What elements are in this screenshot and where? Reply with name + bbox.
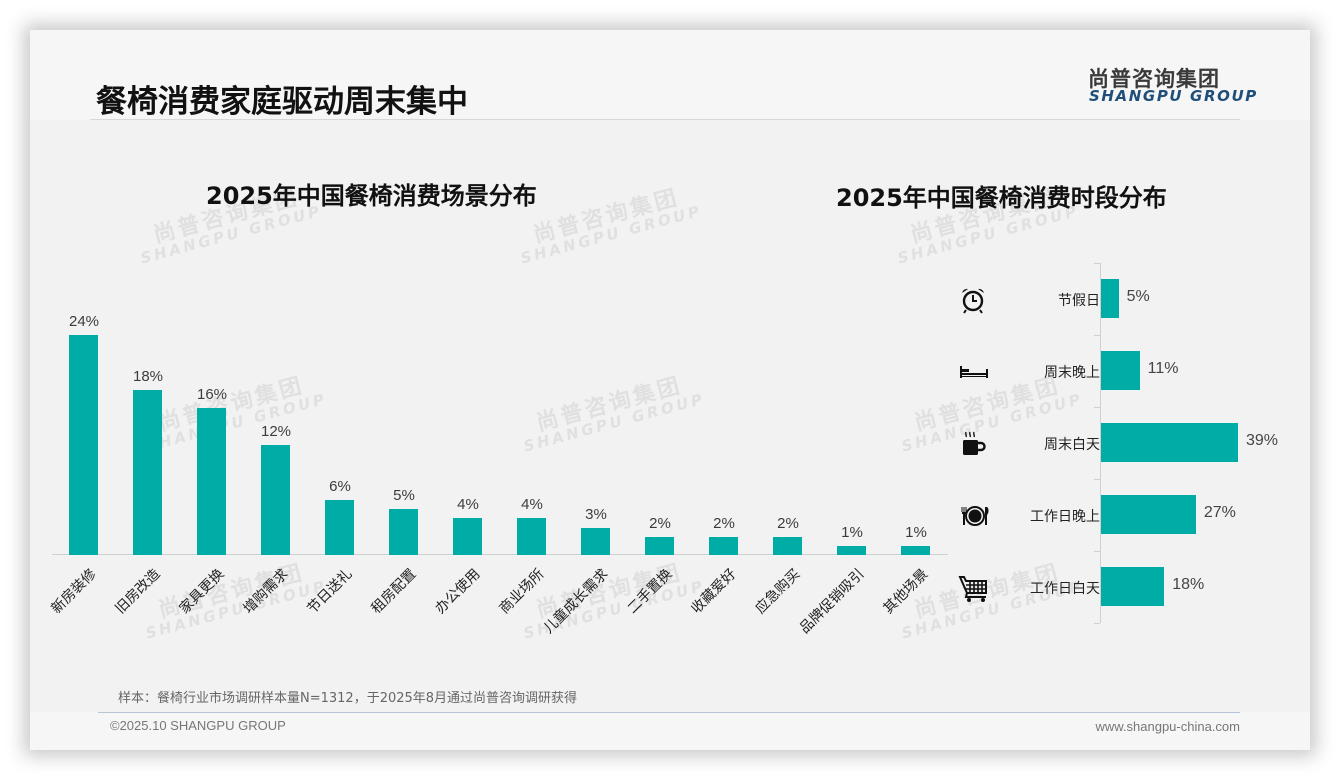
column-bar [453,518,482,555]
column-bar [645,536,674,555]
period-value-label: 18% [1172,576,1205,593]
bar-row: 节假日 5% [950,263,1310,335]
column-bar [773,536,802,555]
scene-column-chart: 24% 新房装修 18% 旧房改造 16% 家具更换 12% 增购需求 6% 节日送礼 5% 租房配置… [49,310,948,637]
column-group: 2% 应急购买 [753,310,820,617]
title-divider [90,119,1240,120]
period-bar [1101,495,1196,534]
column-value-label: 6% [329,478,351,495]
axis-tick [1094,263,1100,264]
bar-row: 工作日白天 18% [950,551,1310,623]
x-axis-line [52,554,948,555]
column-value-label: 16% [196,386,228,404]
alarm-clock-icon [958,285,988,315]
column-bar [837,545,866,555]
logo-chinese: 尚普咨询集团 [1088,67,1220,91]
scene-chart-title: 2025年中国餐椅消费场景分布 [206,182,537,210]
copyright: ©2025.10 SHANGPU GROUP [110,718,286,733]
period-value-label: 39% [1246,432,1279,449]
column-value-label: 2% [649,514,671,532]
axis-tick [1094,551,1100,552]
axis-tick [1094,479,1100,480]
column-group: 5% 租房配置 [369,310,436,617]
bar-row: 周末晚上 11% [950,335,1310,407]
logo-english: SHANGPU GROUP [1089,87,1258,105]
column-value-label: 2% [777,514,799,532]
period-label: 工作日晚上 [1030,509,1100,525]
sample-note: 样本：餐椅行业市场调研样本量N=1312，于2025年8月通过尚普咨询调研获得 [118,691,578,706]
period-bar [1101,567,1165,606]
column-value-label: 4% [521,496,543,514]
column-group: 4% 办公使用 [433,310,500,617]
column-group: 1% 其他场景 [881,310,948,617]
period-label: 周末白天 [1044,437,1100,453]
bar-row: 周末白天 39% [950,407,1310,479]
column-bar [581,527,610,555]
column-bar [389,509,418,555]
period-value-label: 5% [1126,288,1150,305]
column-bar [325,500,354,555]
y-axis-line [1100,263,1101,623]
period-label: 周末晚上 [1044,365,1100,381]
plate-cutlery-icon [958,501,989,531]
column-group: 24% 新房装修 [49,310,116,617]
column-group: 3% 儿童成长需求 [541,310,628,637]
column-group: 12% 增购需求 [241,310,308,617]
column-group: 18% 旧房改造 [113,310,180,617]
footer-divider [98,712,1240,713]
axis-tick [1094,623,1100,624]
column-value-label: 1% [841,523,863,541]
website: www.shangpu-china.com [1095,719,1240,734]
column-value-label: 1% [905,523,927,541]
column-bar [517,518,546,555]
period-label: 节假日 [1058,293,1100,309]
column-bar [69,335,98,555]
column-group: 2% 收藏爱好 [689,310,756,617]
period-value-label: 11% [1147,360,1179,377]
period-bar [1101,423,1238,462]
column-group: 4% 商业场所 [497,310,564,617]
coffee-cup-icon [958,429,988,459]
column-group: 1% 品牌促销吸引 [797,310,884,637]
column-bar [901,545,930,555]
period-label: 工作日白天 [1030,581,1100,597]
column-value-label: 3% [585,505,607,523]
bar-row: 工作日晚上 27% [950,479,1310,551]
slide: 餐椅消费家庭驱动周末集中 尚普咨询集团 SHANGPU GROUP 尚普咨询集团… [30,30,1310,750]
column-value-label: 24% [68,313,100,330]
content-background [30,120,1310,712]
column-value-label: 5% [393,487,415,505]
period-chart-title: 2025年中国餐椅消费时段分布 [836,184,1167,212]
column-value-label: 12% [260,423,292,440]
column-value-label: 4% [457,496,479,514]
shopping-cart-icon [958,573,988,603]
axis-tick [1094,407,1100,408]
period-bar [1101,279,1119,318]
column-bar [709,536,738,555]
page-title: 餐椅消费家庭驱动周末集中 [96,84,468,120]
column-group: 16% 家具更换 [177,310,244,617]
period-value-label: 27% [1203,504,1236,521]
column-bar [133,390,162,555]
column-value-label: 18% [132,368,164,385]
column-group: 2% 二手置换 [625,310,692,617]
bed-icon [958,357,988,387]
column-group: 6% 节日送礼 [305,310,372,617]
period-bar [1101,351,1140,390]
axis-tick [1094,335,1100,336]
column-bar [197,408,226,555]
column-value-label: 2% [713,514,735,532]
column-bar [261,445,290,555]
